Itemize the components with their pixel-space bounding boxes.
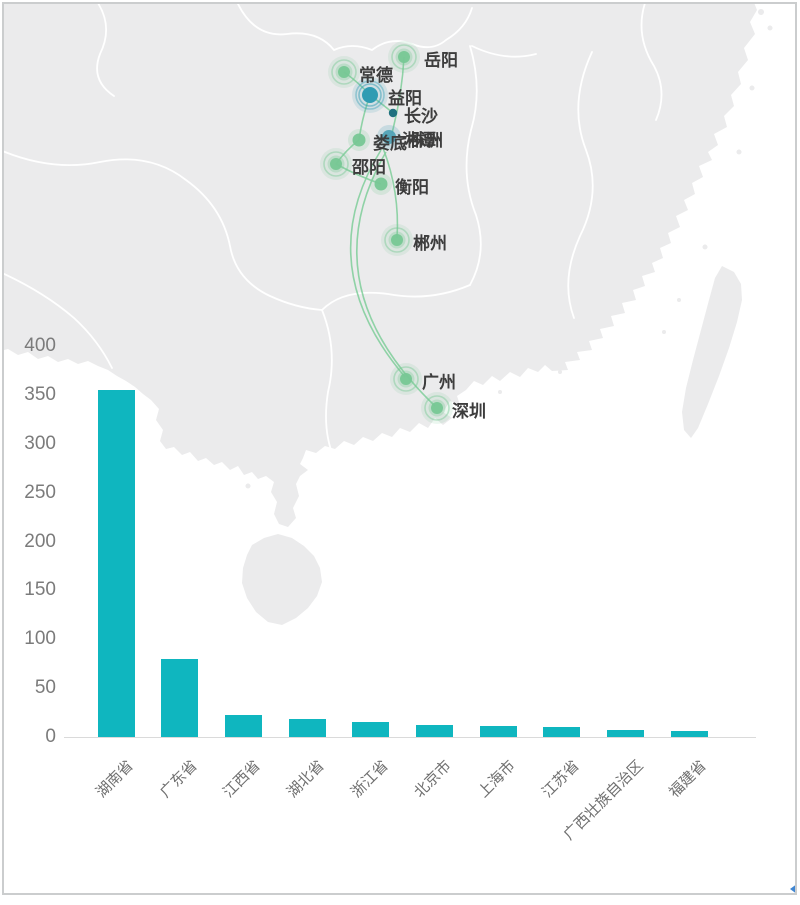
taiwan-island <box>682 266 742 438</box>
bar-广东省[interactable] <box>161 658 199 737</box>
bar-湖北省[interactable] <box>288 719 326 737</box>
hainan-island <box>242 534 322 625</box>
city-marker-湘潭[interactable] <box>382 130 396 144</box>
y-tick-100: 100 <box>24 628 56 650</box>
city-marker-邵阳[interactable] <box>323 151 349 177</box>
flow-line <box>382 147 399 239</box>
city-marker-益阳[interactable] <box>358 83 382 107</box>
city-marker-岳阳[interactable] <box>391 44 417 70</box>
y-tick-150: 150 <box>24 579 56 601</box>
y-tick-50: 50 <box>34 677 56 699</box>
y-tick-250: 250 <box>24 481 56 503</box>
city-marker-常德[interactable] <box>338 66 350 78</box>
city-label-株洲: 株洲 <box>409 131 443 150</box>
y-tick-400: 400 <box>24 335 56 356</box>
city-marker-广州[interactable] <box>400 373 412 385</box>
bar-江苏省[interactable] <box>543 727 581 737</box>
y-tick-200: 200 <box>24 530 56 552</box>
y-tick-300: 300 <box>24 432 56 454</box>
city-marker-长沙[interactable] <box>388 108 398 118</box>
city-marker-娄底[interactable] <box>352 133 366 147</box>
city-label-湘潭: 湘潭 <box>402 131 436 150</box>
city-label-邵阳: 邵阳 <box>352 158 386 177</box>
y-tick-0: 0 <box>45 726 56 747</box>
city-marker-岳阳[interactable] <box>398 51 410 63</box>
city-label-广州: 广州 <box>422 373 456 392</box>
city-marker-郴州[interactable] <box>384 227 410 253</box>
bar-湖南省[interactable] <box>97 389 135 737</box>
bar-广西壮族自治区[interactable] <box>607 730 645 737</box>
bar-北京市[interactable] <box>416 725 453 737</box>
city-marker-郴州[interactable] <box>391 234 403 246</box>
city-label-长沙: 长沙 <box>404 107 438 126</box>
y-tick-350: 350 <box>24 383 56 405</box>
province-borders <box>4 4 663 459</box>
city-marker-邵阳[interactable] <box>330 158 342 170</box>
bar-浙江省[interactable] <box>352 722 390 737</box>
city-label-岳阳: 岳阳 <box>424 51 458 70</box>
x-axis-line <box>64 737 756 738</box>
city-label-衡阳: 衡阳 <box>395 178 429 197</box>
flow-line <box>391 56 405 134</box>
city-marker-常德[interactable] <box>331 59 357 85</box>
city-markers <box>320 41 453 424</box>
flow-line <box>349 149 406 378</box>
city-marker-益阳[interactable] <box>355 80 385 110</box>
city-label-娄底: 娄底 <box>373 134 407 153</box>
city-marker-深圳[interactable] <box>424 395 450 421</box>
city-label-益阳: 益阳 <box>388 89 422 108</box>
bar-江西省[interactable] <box>224 715 262 737</box>
city-marker-深圳[interactable] <box>431 402 443 414</box>
city-marker-益阳[interactable] <box>362 87 378 103</box>
resize-handle-icon[interactable] <box>790 884 795 893</box>
small-islands <box>245 9 773 489</box>
city-label-郴州: 郴州 <box>413 234 447 253</box>
city-label-深圳: 深圳 <box>452 402 486 421</box>
city-label-常德: 常德 <box>359 66 393 85</box>
city-marker-衡阳[interactable] <box>374 177 388 191</box>
bar-福建省[interactable] <box>670 731 708 737</box>
landmass <box>4 4 773 625</box>
bar-上海市[interactable] <box>479 726 517 737</box>
city-marker-广州[interactable] <box>393 366 419 392</box>
